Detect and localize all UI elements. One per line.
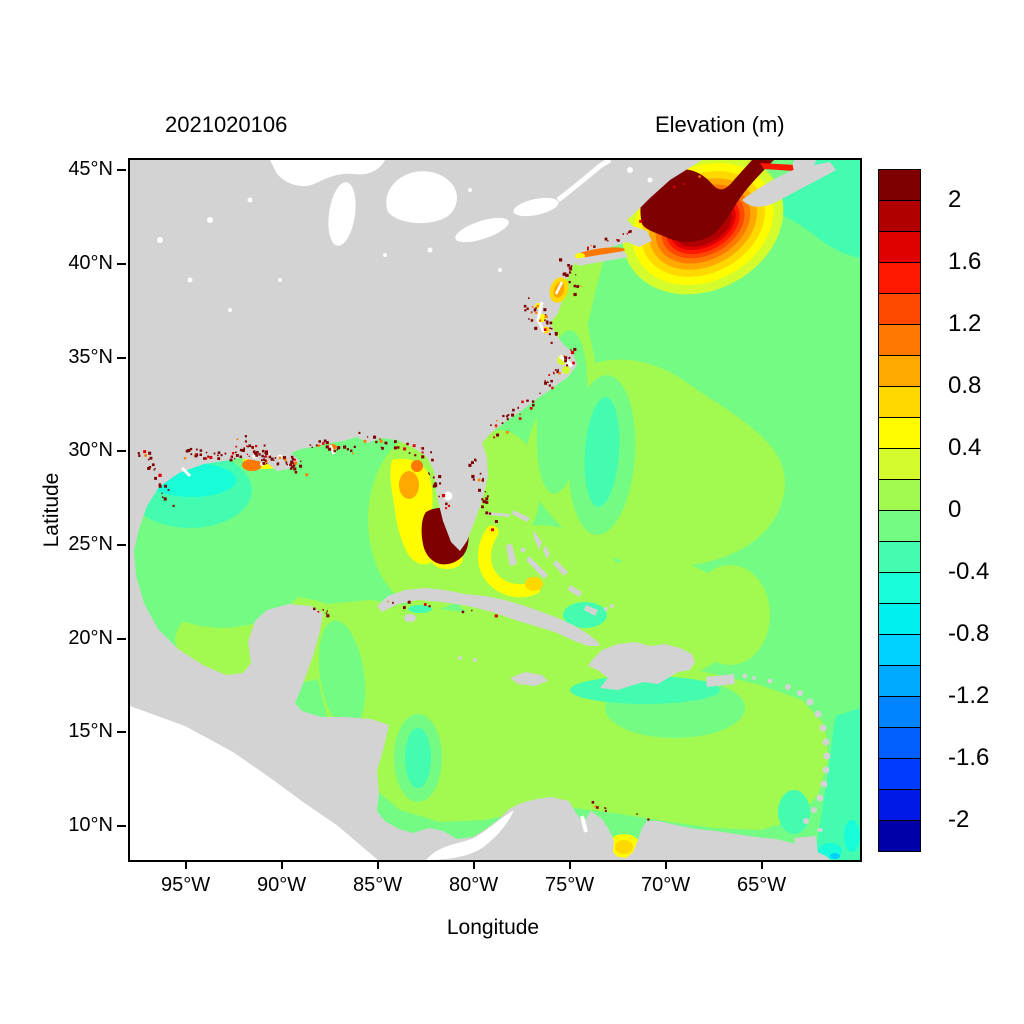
elevation-contour-map xyxy=(130,160,860,860)
colorbar-segment xyxy=(878,758,921,790)
long-island-sound xyxy=(575,247,625,259)
st-lawrence-river xyxy=(556,160,612,202)
colorbar-segment xyxy=(878,386,921,418)
bahamas-band xyxy=(478,525,541,598)
colorbar-tick-label: -0.8 xyxy=(948,620,990,647)
colorbar-tick-label: 0 xyxy=(948,496,962,523)
y-tick-label: 15°N xyxy=(68,720,113,743)
y-tick-label: 10°N xyxy=(68,814,113,837)
colorbar-segment xyxy=(878,262,921,294)
map-plot-area xyxy=(128,158,862,862)
tobago xyxy=(817,828,823,832)
colorbar-segment xyxy=(878,417,921,449)
y-tick-label: 45°N xyxy=(68,158,113,181)
y-tick-label: 35°N xyxy=(68,345,113,368)
colorbar-segment xyxy=(878,820,921,852)
bay-of-fundy-core xyxy=(640,160,796,242)
x-tick-mark xyxy=(280,860,283,869)
trinidad xyxy=(794,836,818,856)
y-tick-mark xyxy=(117,262,126,265)
y-tick-label: 40°N xyxy=(68,251,113,274)
y-tick-mark xyxy=(117,544,126,546)
x-tick-mark xyxy=(376,860,379,869)
colorbar-segment xyxy=(878,448,921,480)
colorbar-segment xyxy=(878,200,921,232)
colorbar-tick-label: 0.4 xyxy=(948,434,982,461)
colorbar-segment xyxy=(878,510,921,542)
islands xyxy=(377,160,836,856)
lake-okeechobee xyxy=(443,491,453,501)
colorbar-segment xyxy=(878,324,921,356)
colorbar-tick-label: 0.8 xyxy=(948,372,982,399)
colorbar-segment xyxy=(878,603,921,635)
colorbar-tick-label: 2 xyxy=(948,186,962,213)
lesser-antilles-arc xyxy=(785,684,831,824)
colorbar-segment xyxy=(878,634,921,666)
colorbar-segment xyxy=(878,665,921,697)
x-tick-mark xyxy=(472,860,475,869)
colorbar-segment xyxy=(878,479,921,511)
cuba xyxy=(377,588,600,646)
y-tick-mark xyxy=(117,825,126,828)
x-tick-label: 95°W xyxy=(161,874,211,896)
plot-title-datestamp: 2021020106 xyxy=(165,112,288,137)
x-tick-label: 75°W xyxy=(545,874,595,896)
lake-superior xyxy=(270,160,385,187)
colorbar-segment xyxy=(878,169,921,201)
colorbar-tick-label: -2 xyxy=(948,806,970,833)
x-tick-label: 80°W xyxy=(449,874,499,896)
y-tick-mark xyxy=(117,356,126,359)
colorbar-segment xyxy=(878,727,921,759)
lakes-and-white-cells xyxy=(157,160,653,833)
colorbar-segment xyxy=(878,572,921,604)
x-tick-label: 85°W xyxy=(353,874,403,896)
y-tick-label: 20°N xyxy=(68,626,113,649)
lake-maracaibo xyxy=(580,815,588,833)
colorbar-segment xyxy=(878,789,921,821)
land-north-america xyxy=(130,160,830,860)
lake-ontario xyxy=(513,197,559,217)
x-tick-label: 65°W xyxy=(737,874,787,896)
y-tick-label: 30°N xyxy=(68,439,113,462)
colorbar-tick-label: 1.6 xyxy=(948,248,982,275)
y-tick-mark xyxy=(117,450,126,453)
puerto-rico xyxy=(706,674,735,687)
pacific-no-data-region xyxy=(130,706,514,860)
colorbar-tick-label: -0.4 xyxy=(948,558,990,585)
hispaniola xyxy=(588,642,695,690)
colorbar-segment xyxy=(878,541,921,573)
y-tick-label: 25°N xyxy=(68,533,113,555)
elevation-colorbar: 2 1.6 1.2 0.8 0.4 0 -0.4 -0.8 -1.2 -1.6 -2 xyxy=(878,169,989,852)
jamaica xyxy=(510,672,548,686)
y-tick-mark xyxy=(117,637,126,640)
colorbar-title: Elevation (m) xyxy=(655,112,785,137)
x-tick-mark xyxy=(760,860,763,869)
lake-michigan xyxy=(328,182,356,246)
x-tick-mark xyxy=(568,860,571,869)
colorbar-tick-label: -1.2 xyxy=(948,682,990,709)
lake-erie xyxy=(455,217,509,243)
colorbar-segment xyxy=(878,696,921,728)
colorbar-segment xyxy=(878,293,921,325)
colorbar-segment xyxy=(878,355,921,387)
coastal-wet-cell-speckles xyxy=(137,175,701,821)
x-tick-label: 90°W xyxy=(257,874,307,896)
x-tick-mark xyxy=(664,860,667,869)
x-tick-label: 70°W xyxy=(641,874,691,896)
delaware-bay-water xyxy=(554,281,564,295)
colorbar-tick-label: -1.6 xyxy=(948,744,990,771)
colorbar-tick-label: 1.2 xyxy=(948,310,982,337)
lake-huron xyxy=(386,171,457,224)
x-axis-title: Longitude xyxy=(446,916,540,939)
nova-scotia xyxy=(742,162,836,207)
isla-de-la-juventud xyxy=(404,614,416,622)
bahamas-islands xyxy=(488,510,614,616)
y-tick-mark xyxy=(117,731,126,734)
chesapeake-bay-water xyxy=(536,301,546,333)
colorbar-segment xyxy=(878,231,921,263)
x-tick-mark xyxy=(184,860,187,869)
long-island xyxy=(574,251,628,266)
y-tick-mark xyxy=(117,169,126,172)
